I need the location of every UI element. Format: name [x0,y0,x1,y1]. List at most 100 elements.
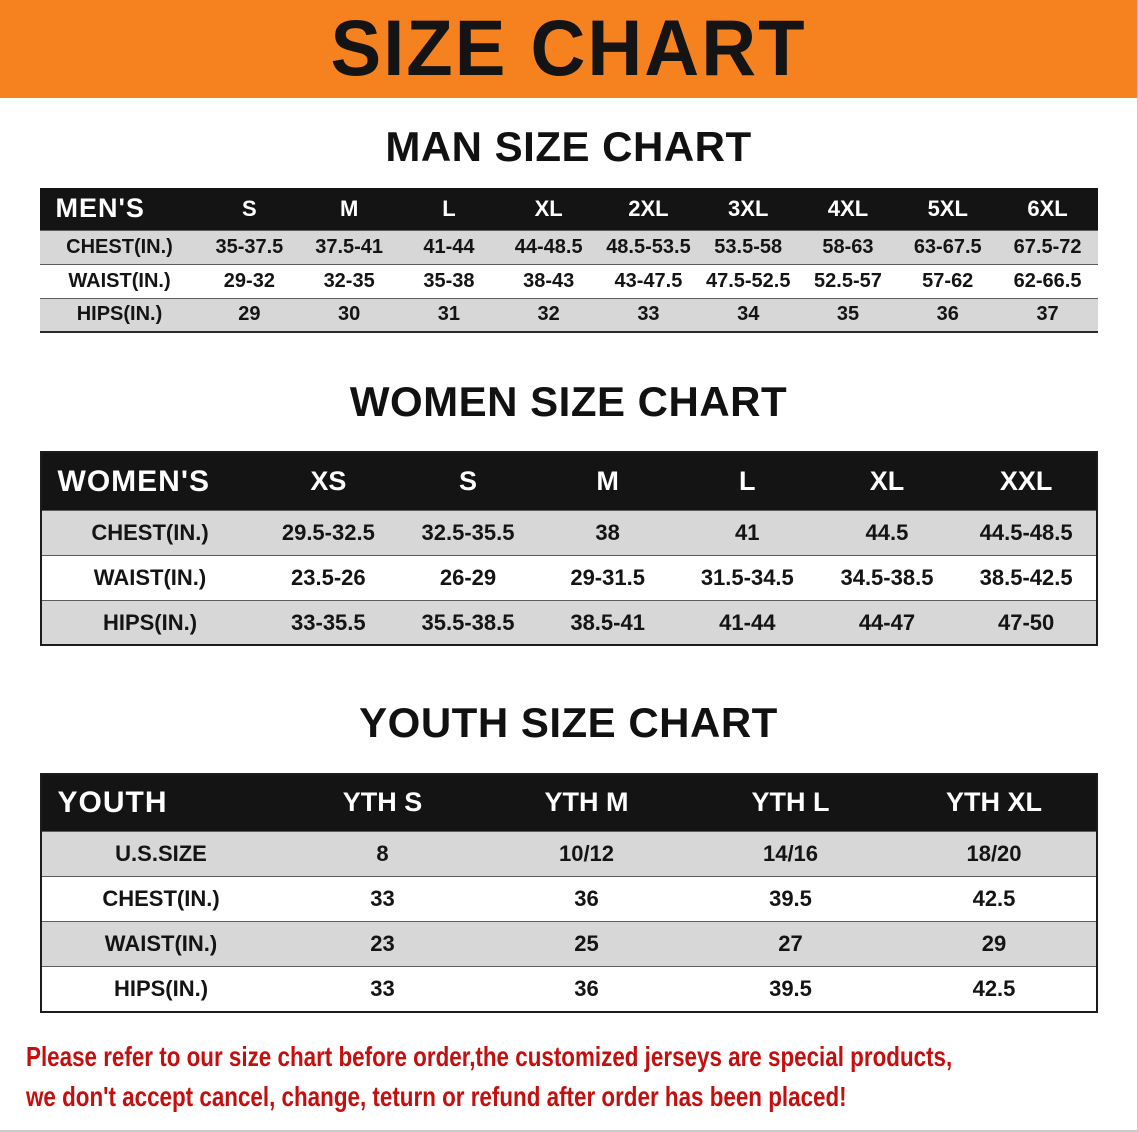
size-value: 58-63 [822,235,874,258]
youth-size-table: YOUTH YTH S YTH M YTH L YTH XL U.S.SIZE 8 10/1… [39,772,1098,1013]
size-value: 29-31.5 [570,564,645,590]
size-value: 37 [1036,303,1059,326]
size-value: 18/20 [966,841,1022,867]
size-value: 41 [735,519,760,545]
size-value: 23.5-26 [291,564,366,590]
size-value: 35 [836,303,860,326]
size-value: 44-47 [858,609,916,635]
size-value: 63-67.5 [913,235,982,258]
size-value: 36 [574,886,599,912]
size-value: 29.5-32.5 [281,519,375,545]
size-column-header: S [199,188,300,231]
row-label: CHEST(IN.) [66,235,173,258]
size-value: 31 [437,303,461,326]
size-value: 47.5-52.5 [705,269,791,292]
table-row: CHEST(IN.) 33 36 39.5 42.5 [40,876,1097,922]
row-label: WAIST(IN.) [93,564,207,590]
size-value: 32-35 [323,269,375,292]
size-value: 29-32 [223,269,275,292]
table-row: WAIST(IN.) 23.5-26 26-29 29-31.5 31.5-34.5 34… [40,555,1097,600]
table-title-cell: MEN'S [39,188,200,231]
size-value: 38 [595,519,620,545]
size-value: 62-66.5 [1013,269,1082,292]
size-value: 34 [737,303,760,326]
notice-line-2: we don't accept cancel, change, teturn o… [26,1080,847,1112]
youth-size-section: YOUTH SIZE CHART YOUTH YTH S YTH M YTH L YTH… [0,646,1137,1013]
row-label: CHEST(IN.) [91,519,209,545]
size-column-header: YTH S [280,773,485,832]
youth-size-heading: YOUTH SIZE CHART [359,699,778,747]
size-value: 25 [574,931,599,957]
size-value: 41-44 [719,609,776,635]
table-row: WAIST(IN.) 29-32 32-35 35-38 38-43 43-47.5 47.… [39,264,1098,298]
page-title: SIZE CHART [330,4,807,93]
size-column-header: XL [817,452,957,511]
size-value: 32 [537,303,560,326]
table-row: HIPS(IN.) 33 36 39.5 42.5 [40,966,1097,1012]
size-value: 23 [370,931,395,957]
size-value: 39.5 [769,886,812,912]
size-value: 33 [637,303,660,326]
size-value: 8 [376,841,389,867]
row-label: HIPS(IN.) [113,975,209,1001]
table-header-row: YOUTH YTH S YTH M YTH L YTH XL [40,773,1097,832]
size-value: 48.5-53.5 [606,235,691,258]
size-value: 35.5-38.5 [421,609,515,635]
row-label: HIPS(IN.) [102,609,198,635]
size-column-header: 6XL [997,188,1098,231]
size-value: 67.5-72 [1013,235,1082,258]
size-value: 34.5-38.5 [840,564,934,590]
row-label: WAIST(IN.) [68,269,171,292]
row-label: U.S.SIZE [115,841,207,867]
size-value: 36 [936,303,959,326]
women-size-heading: WOMEN SIZE CHART [349,378,788,426]
size-value: 33 [370,975,395,1001]
size-value: 36 [574,975,599,1001]
women-size-section: WOMEN SIZE CHART WOMEN'S XS S M L XL XXL CHEST… [0,333,1137,647]
size-value: 35-38 [423,269,475,292]
table-row: CHEST(IN.) 29.5-32.5 32.5-35.5 38 41 44.5 44.5… [40,510,1097,556]
size-chart-banner: SIZE CHART [0,0,1137,98]
size-value: 29 [981,931,1007,957]
size-column-header: 4XL [798,188,898,231]
size-column-header: M [537,452,678,511]
size-column-header: L [677,452,818,511]
size-value: 38.5-42.5 [979,564,1073,590]
size-column-header: XS [258,452,399,511]
size-value: 39.5 [769,975,812,1001]
size-value: 44.5-48.5 [979,519,1073,545]
size-value: 31.5-34.5 [700,564,794,590]
women-table-head: WOMEN'S XS S M L XL XXL [40,452,1097,511]
youth-table-head: YOUTH YTH S YTH M YTH L YTH XL [40,773,1097,832]
size-value: 41-44 [423,235,475,258]
row-label: WAIST(IN.) [104,931,218,957]
size-value: 10/12 [558,841,615,867]
men-table-head: MEN'S S M L XL 2XL 3XL 4XL 5XL 6XL [39,188,1098,231]
table-header-row: MEN'S S M L XL 2XL 3XL 4XL 5XL 6XL [39,188,1098,231]
size-value: 27 [778,931,803,957]
men-table-body: CHEST(IN.) 35-37.5 37.5-41 41-44 44-48.5 48.5… [39,230,1098,333]
size-column-header: 3XL [698,188,799,231]
size-column-header: L [399,188,499,231]
size-chart-sections: MAN SIZE CHART MEN'S S M L XL 2XL 3XL 4XL 5XL 6XL… [0,98,1137,1013]
order-notice: Please refer to our size chart before or… [26,1041,1137,1113]
size-column-header: YTH XL [892,773,1097,832]
size-column-header: YTH L [688,773,893,832]
size-value: 35-37.5 [215,235,284,258]
size-column-header: M [299,188,400,231]
table-row: HIPS(IN.) 33-35.5 35.5-38.5 38.5-41 41-44 44-… [40,600,1097,646]
women-size-table: WOMEN'S XS S M L XL XXL CHEST(IN.) 29.5-32.5 32.… [39,451,1098,647]
size-column-header: 2XL [598,188,699,231]
size-value: 44-48.5 [514,235,583,258]
size-value: 42.5 [972,886,1016,912]
table-title-cell: WOMEN'S [40,452,259,511]
women-table-body: CHEST(IN.) 29.5-32.5 32.5-35.5 38 41 44.5 44.5… [40,510,1097,646]
size-value: 33 [370,886,395,912]
row-label: HIPS(IN.) [76,303,163,326]
size-value: 32.5-35.5 [421,519,515,545]
size-value: 38.5-41 [570,609,645,635]
table-header-row: WOMEN'S XS S M L XL XXL [40,452,1097,511]
size-value: 47-50 [998,609,1055,635]
size-value: 33-35.5 [291,609,366,635]
